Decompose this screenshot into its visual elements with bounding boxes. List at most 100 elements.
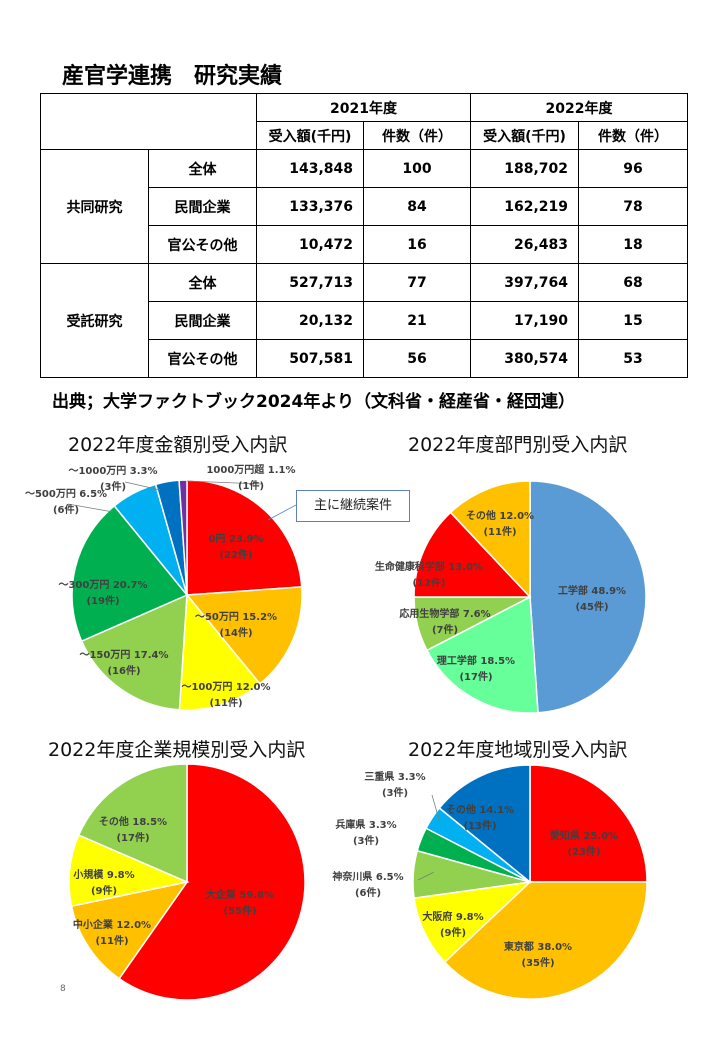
row-label: 民間企業 bbox=[148, 187, 257, 226]
table-row: 民間企業 133,376 84 162,219 78 bbox=[41, 187, 688, 226]
slice-count-label: (55件) bbox=[223, 904, 256, 917]
slice-count-label: (35件) bbox=[521, 956, 554, 969]
slice-count-label: (3件) bbox=[353, 834, 379, 847]
slice-label: その他 12.0% bbox=[466, 509, 534, 522]
slice-label: 応用生物学部 7.6% bbox=[399, 607, 490, 620]
slice-count-label: (16件) bbox=[107, 664, 140, 677]
pie-slice bbox=[178, 479, 188, 596]
pie-slice bbox=[70, 880, 189, 980]
page-number: 8 bbox=[60, 984, 66, 994]
cell-value: 20,132 bbox=[256, 301, 364, 340]
leader-line bbox=[186, 480, 263, 485]
row-label: 官公その他 bbox=[148, 225, 257, 264]
page-title: 産官学連携 研究実績 bbox=[62, 64, 283, 89]
pie-slice bbox=[68, 834, 190, 907]
cell-value: 143,848 bbox=[256, 149, 364, 188]
slice-label: 愛知県 25.0% bbox=[550, 829, 618, 842]
slice-label: その他 14.1% bbox=[446, 803, 514, 816]
slice-count-label: (1件) bbox=[238, 479, 264, 492]
cell-value: 133,376 bbox=[256, 187, 364, 226]
cell-value: 77 bbox=[363, 263, 471, 302]
table-row: 民間企業 20,132 21 17,190 15 bbox=[41, 301, 688, 340]
slice-count-label: (45件) bbox=[575, 600, 608, 613]
annotation-callout: 主に継続案件 bbox=[296, 490, 410, 522]
leader-line bbox=[426, 832, 436, 841]
pie-slice bbox=[529, 764, 648, 883]
source-note: 出典；大学ファクトブック2024年より（文科省・経産省・経団連） bbox=[52, 392, 575, 412]
cell-value: 68 bbox=[578, 263, 688, 302]
slice-count-label: (19件) bbox=[86, 594, 119, 607]
cell-value: 53 bbox=[578, 339, 688, 378]
slice-count-label: (22件) bbox=[219, 548, 252, 561]
slice-label: 工学部 48.9% bbox=[558, 584, 626, 597]
slice-count-label: (9件) bbox=[91, 884, 117, 897]
pie-slice bbox=[438, 764, 531, 884]
slice-label: 生命健康科学部 13.0% bbox=[375, 560, 483, 573]
cell-value: 96 bbox=[578, 149, 688, 188]
table-row: 官公その他 507,581 56 380,574 53 bbox=[41, 339, 688, 378]
pie-slice bbox=[449, 480, 531, 599]
row-label: 全体 bbox=[148, 149, 257, 188]
pie-slice bbox=[77, 763, 188, 884]
cell-value: 527,713 bbox=[256, 263, 364, 302]
slice-label: ～150万円 17.4% bbox=[79, 649, 168, 661]
cell-value: 162,219 bbox=[470, 187, 579, 226]
pie-slice bbox=[178, 593, 262, 711]
slice-label: 1000万円超 1.1% bbox=[206, 463, 295, 476]
cell-value: 26,483 bbox=[470, 225, 579, 264]
slice-count-label: (11件) bbox=[95, 934, 128, 947]
research-results-table: 2021年度 2022年度 受入額(千円) 件数（件） 受入額(千円) 件数（件… bbox=[40, 93, 688, 378]
slice-count-label: (3件) bbox=[382, 786, 408, 799]
leader-line bbox=[67, 503, 114, 513]
table-row: 受託研究 全体 527,713 77 397,764 68 bbox=[40, 263, 688, 378]
callout-leader bbox=[267, 504, 297, 521]
slice-count-label: (17件) bbox=[459, 670, 492, 683]
slice-label: ～1000万円 3.3% bbox=[68, 465, 157, 477]
slice-count-label: (14件) bbox=[219, 626, 252, 639]
pie-slice bbox=[425, 595, 539, 714]
slice-label: ～100万円 12.0% bbox=[181, 681, 270, 693]
slice-label: 大企業 59.8% bbox=[206, 888, 274, 901]
slice-count-label: (6件) bbox=[355, 886, 381, 899]
pie-slice bbox=[185, 586, 303, 685]
cell-value: 16 bbox=[363, 225, 471, 264]
chart-title-amount: 2022年度金額別受入内訳 bbox=[68, 434, 288, 456]
slice-count-label: (17件) bbox=[116, 831, 149, 844]
slice-label: ～500万円 6.5% bbox=[25, 488, 107, 500]
row-label: 官公その他 bbox=[148, 339, 257, 378]
group-label-commissioned: 受託研究 bbox=[40, 263, 149, 378]
chart-title-department: 2022年度部門別受入内訳 bbox=[408, 434, 628, 456]
pie-slice bbox=[118, 763, 306, 1001]
slice-count-label: (11件) bbox=[483, 525, 516, 538]
pie-slice bbox=[529, 480, 647, 714]
slice-label: その他 18.5% bbox=[99, 815, 167, 828]
table-corner-cell bbox=[40, 93, 257, 150]
slice-label: 中小企業 12.0% bbox=[73, 918, 151, 931]
pie-slice bbox=[80, 593, 188, 711]
col-header-amount-2022: 受入額(千円) bbox=[470, 121, 579, 150]
leader-line bbox=[124, 481, 161, 491]
slice-count-label: (11件) bbox=[209, 696, 242, 709]
pie-slice bbox=[71, 504, 189, 643]
chart-title-company-size: 2022年度企業規模別受入内訳 bbox=[48, 739, 306, 761]
slice-label: 0円 23.9% bbox=[208, 533, 263, 545]
row-label: 全体 bbox=[148, 263, 257, 302]
cell-value: 18 bbox=[578, 225, 688, 264]
row-label: 民間企業 bbox=[148, 301, 257, 340]
cell-value: 15 bbox=[578, 301, 688, 340]
slice-label: 大阪府 9.8% bbox=[422, 910, 483, 923]
slice-label: 神奈川県 6.5% bbox=[332, 870, 403, 883]
pie-slice bbox=[443, 881, 648, 1000]
year-header-2022: 2022年度 bbox=[470, 93, 688, 122]
slice-count-label: (12件) bbox=[412, 576, 445, 589]
slice-label: ～300万円 20.7% bbox=[58, 579, 147, 591]
slice-count-label: (7件) bbox=[432, 623, 458, 636]
slice-label: 理工学部 18.5% bbox=[437, 654, 515, 667]
slice-count-label: (13件) bbox=[463, 819, 496, 832]
leader-line bbox=[431, 794, 441, 824]
cell-value: 397,764 bbox=[470, 263, 579, 302]
slice-count-label: (23件) bbox=[567, 845, 600, 858]
